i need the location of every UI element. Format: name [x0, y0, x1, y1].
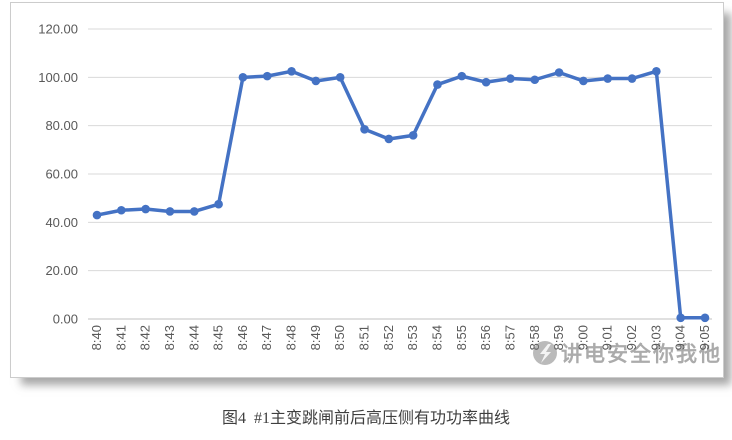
x-tick-group: 9:01 — [600, 325, 615, 350]
data-point — [603, 74, 613, 83]
x-tick-group: 8:44 — [186, 325, 201, 350]
data-point — [335, 73, 345, 82]
x-axis-tick-label: 9:01 — [600, 325, 615, 350]
data-point — [214, 199, 223, 209]
x-axis-tick-label: 9:02 — [624, 325, 639, 350]
watermark: 讲电安全你我他 — [533, 341, 722, 366]
data-point — [141, 204, 150, 214]
y-axis-tick-label: 60.00 — [45, 167, 78, 182]
x-axis-tick-label: 9:04 — [673, 325, 688, 350]
power-curve-chart: 0.00 20.00 40.00 60.00 80.00 100.00 120.00 8:40… — [38, 22, 722, 367]
data-point — [700, 313, 710, 323]
x-axis-tick-label: 8:50 — [332, 325, 347, 350]
x-tick-group: 8:54 — [429, 325, 444, 350]
x-axis-tick-label: 8:43 — [162, 325, 177, 350]
chart-image: 0.00 20.00 40.00 60.00 80.00 100.00 120.00 8:40… — [10, 2, 724, 378]
x-tick-group: 8:50 — [332, 325, 347, 350]
data-point — [262, 71, 272, 81]
data-point — [457, 71, 467, 81]
data-point — [433, 80, 442, 89]
x-axis-tick-label: 8:55 — [454, 325, 469, 350]
x-tick-group: 9:05 — [697, 325, 712, 350]
x-axis-tick-label: 8:51 — [357, 325, 372, 350]
x-tick-group: 9:03 — [648, 325, 663, 350]
x-tick-group: 8:40 — [89, 325, 104, 350]
x-axis-tick-label: 8:42 — [138, 325, 153, 350]
x-tick-group: 8:43 — [162, 325, 177, 350]
data-point — [311, 76, 321, 86]
data-point — [408, 131, 418, 140]
data-point — [384, 134, 394, 144]
x-axis-tick-label: 9:00 — [575, 325, 590, 350]
x-tick-group: 8:59 — [551, 325, 566, 350]
data-point — [676, 313, 685, 323]
x-axis-tick-label: 8:46 — [235, 325, 250, 350]
x-axis-tick-label: 8:59 — [551, 325, 566, 350]
y-axis-tick-label: 20.00 — [45, 263, 78, 278]
y-axis-tick-label: 40.00 — [45, 215, 78, 230]
x-axis-tick-label: 8:44 — [186, 325, 201, 350]
data-point — [554, 68, 564, 77]
data-point — [579, 76, 588, 86]
x-tick-group: 8:49 — [308, 325, 323, 350]
data-point — [652, 66, 661, 76]
x-axis-tick-label: 8:47 — [259, 325, 274, 350]
x-axis-tick-label: 8:57 — [502, 325, 517, 350]
watermark-logo-icon — [533, 341, 557, 365]
x-tick-group: 8:55 — [454, 325, 469, 350]
x-tick-group: 8:45 — [211, 325, 226, 350]
data-point — [189, 207, 199, 216]
x-tick-group: 8:56 — [478, 325, 493, 350]
x-tick-group: 8:46 — [235, 325, 250, 350]
x-tick-group: 8:47 — [259, 325, 274, 350]
y-axis-tick-label: 100.00 — [38, 70, 78, 85]
data-point — [165, 207, 175, 216]
data-point — [287, 66, 296, 76]
active-power-line-series — [95, 69, 707, 320]
x-tick-group: 8:42 — [138, 325, 153, 350]
x-axis-tick-label: 8:48 — [284, 325, 299, 350]
x-axis-tick-label: 8:53 — [405, 325, 420, 350]
data-point — [627, 74, 637, 83]
data-point — [360, 124, 369, 134]
x-tick-group: 9:04 — [673, 325, 688, 350]
x-axis-tick-label: 8:56 — [478, 325, 493, 350]
lightning-icon — [540, 344, 551, 363]
watermark-text: 讲电安全你我他 — [561, 342, 722, 366]
x-axis-tick-label: 8:40 — [89, 325, 104, 350]
x-axis-tick-label: 8:41 — [113, 325, 128, 350]
x-axis-tick-label: 8:54 — [429, 325, 444, 350]
y-axis-tick-label: 0.00 — [53, 312, 78, 327]
x-tick-group: 9:00 — [575, 325, 590, 350]
x-tick-group: 8:51 — [357, 325, 372, 350]
x-axis-tick-label: 9:03 — [648, 325, 663, 350]
x-tick-group: 9:02 — [624, 325, 639, 350]
x-axis-tick-label: 8:52 — [381, 325, 396, 350]
data-point — [117, 205, 126, 215]
x-axis-tick-label: 8:49 — [308, 325, 323, 350]
data-point — [506, 74, 515, 83]
x-tick-group: 8:57 — [502, 325, 517, 350]
data-point — [238, 73, 248, 82]
x-tick-group: 8:53 — [405, 325, 420, 350]
figure-caption: 图4 #1主变跳闸前后高压侧有功功率曲线 — [221, 410, 510, 427]
y-axis-tick-label: 120.00 — [38, 22, 78, 37]
x-axis-tick-label: 8:45 — [211, 325, 226, 350]
data-point — [481, 77, 491, 87]
x-axis-tick-label: 9:05 — [697, 325, 712, 350]
y-axis-tick-label: 80.00 — [45, 118, 78, 133]
x-tick-group: 8:52 — [381, 325, 396, 350]
x-tick-group: 8:41 — [113, 325, 128, 350]
data-point — [530, 75, 540, 85]
data-point — [92, 210, 102, 220]
x-tick-group: 8:48 — [284, 325, 299, 350]
